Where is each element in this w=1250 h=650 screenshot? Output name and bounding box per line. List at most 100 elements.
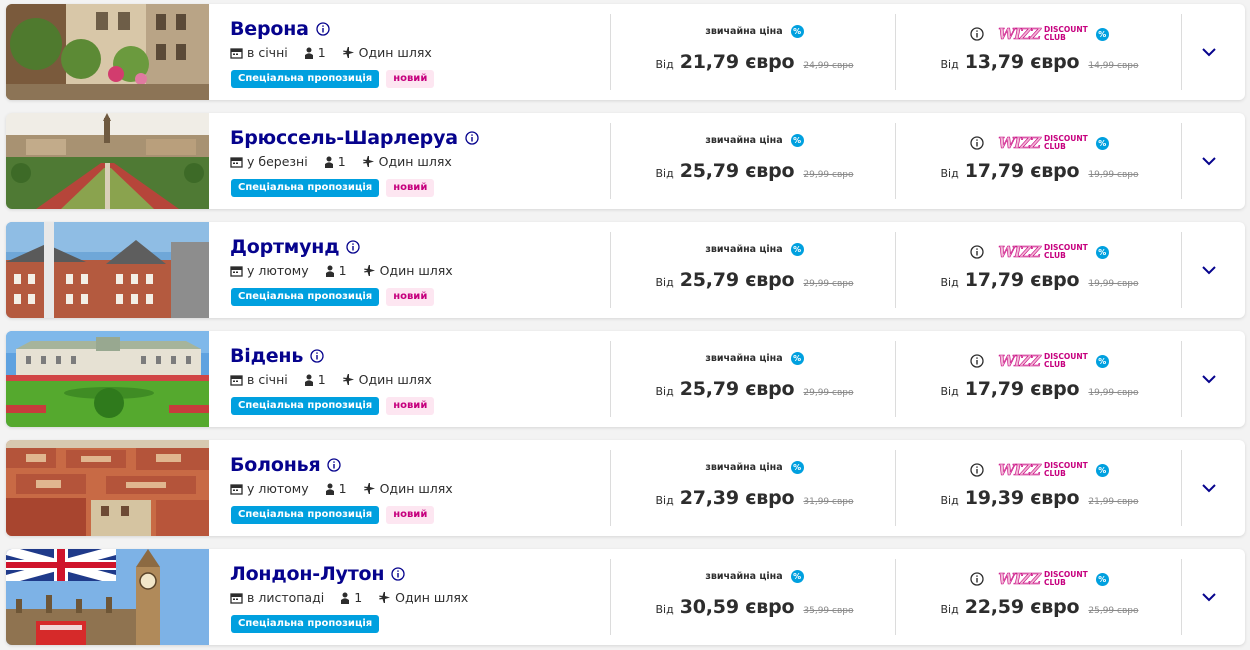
from-label: Від bbox=[655, 58, 674, 71]
offer-card[interactable]: Брюссель-Шарлеруа у березні 1 Один шлях … bbox=[6, 113, 1245, 209]
percent-icon: % bbox=[790, 461, 804, 474]
calendar-icon bbox=[230, 265, 243, 277]
info-icon[interactable] bbox=[970, 245, 984, 259]
regular-price: 25,79 євро bbox=[679, 160, 795, 182]
plane-icon bbox=[379, 592, 391, 603]
divider bbox=[1181, 14, 1182, 90]
trip-type: Один шлях bbox=[379, 263, 453, 278]
city-name[interactable]: Відень bbox=[230, 345, 304, 367]
divider bbox=[610, 559, 611, 635]
club-old-price: 19,99 євро bbox=[1088, 170, 1139, 180]
passenger-count: 1 bbox=[338, 481, 347, 496]
offer-info: Відень в січні 1 Один шлях Спеціальна пр… bbox=[230, 331, 600, 427]
special-offer-badge: Спеціальна пропозиція bbox=[231, 615, 380, 633]
regular-price-column[interactable]: звичайна ціна% Від 30,59 євро 35,99 євро bbox=[613, 549, 896, 645]
passenger-count: 1 bbox=[317, 372, 326, 387]
club-price: 19,39 євро bbox=[964, 487, 1080, 509]
regular-old-price: 29,99 євро bbox=[803, 170, 854, 180]
divider bbox=[610, 232, 611, 308]
chevron-down-icon[interactable] bbox=[1199, 260, 1219, 280]
club-old-price: 19,99 євро bbox=[1088, 388, 1139, 398]
city-name[interactable]: Верона bbox=[230, 18, 309, 40]
info-icon[interactable] bbox=[310, 349, 324, 363]
divider bbox=[1181, 341, 1182, 417]
percent-icon: % bbox=[790, 243, 804, 256]
regular-old-price: 29,99 євро bbox=[803, 279, 854, 289]
info-icon[interactable] bbox=[391, 567, 405, 581]
regular-old-price: 31,99 євро bbox=[803, 497, 854, 507]
regular-price-label: звичайна ціна bbox=[705, 353, 783, 364]
regular-price-column[interactable]: звичайна ціна% Від 27,39 євро 31,99 євро bbox=[613, 440, 896, 536]
passenger-count: 1 bbox=[338, 263, 347, 278]
city-name[interactable]: Брюссель-Шарлеруа bbox=[230, 127, 458, 149]
club-price-column[interactable]: WIZZ DISCOUNT CLUB % Від 22,59 євро 25,99 єв… bbox=[898, 549, 1181, 645]
regular-price-column[interactable]: звичайна ціна% Від 21,79 євро 24,99 євро bbox=[613, 4, 896, 100]
destination-photo bbox=[6, 222, 209, 318]
divider bbox=[610, 123, 611, 199]
new-badge: новий bbox=[386, 179, 435, 197]
percent-icon: % bbox=[1095, 27, 1109, 41]
regular-price-label: звичайна ціна bbox=[705, 135, 783, 146]
chevron-down-icon[interactable] bbox=[1199, 369, 1219, 389]
info-icon[interactable] bbox=[465, 131, 479, 145]
from-label: Від bbox=[940, 167, 959, 180]
city-name[interactable]: Болонья bbox=[230, 454, 321, 476]
calendar-icon bbox=[230, 156, 243, 168]
destination-photo bbox=[6, 331, 209, 427]
divider bbox=[1181, 232, 1182, 308]
from-label: Від bbox=[655, 385, 674, 398]
from-label: Від bbox=[655, 494, 674, 507]
chevron-down-icon[interactable] bbox=[1199, 478, 1219, 498]
divider bbox=[1181, 450, 1182, 526]
chevron-down-icon[interactable] bbox=[1199, 151, 1219, 171]
club-price-column[interactable]: WIZZ DISCOUNT CLUB % Від 19,39 євро 21,99 єв… bbox=[898, 440, 1181, 536]
offer-info: Брюссель-Шарлеруа у березні 1 Один шлях … bbox=[230, 113, 600, 209]
info-icon[interactable] bbox=[970, 27, 984, 41]
info-icon[interactable] bbox=[327, 458, 342, 472]
offer-card[interactable]: Дортмунд у лютому 1 Один шлях Спеціальна… bbox=[6, 222, 1245, 318]
divider bbox=[895, 232, 896, 308]
club-price-column[interactable]: WIZZ DISCOUNT CLUB % Від 17,79 євро 19,99 єв… bbox=[898, 331, 1181, 427]
special-offer-badge: Спеціальна пропозиція bbox=[231, 397, 380, 415]
chevron-down-icon[interactable] bbox=[1199, 42, 1219, 62]
info-icon[interactable] bbox=[970, 463, 984, 477]
regular-price-column[interactable]: звичайна ціна% Від 25,79 євро 29,99 євро bbox=[613, 222, 896, 318]
offer-card[interactable]: Лондон-Лутон в листопаді 1 Один шлях Спе… bbox=[6, 549, 1245, 645]
destination-photo bbox=[6, 4, 209, 100]
info-icon[interactable] bbox=[346, 240, 361, 254]
new-badge: новий bbox=[386, 70, 435, 88]
travel-month: в листопаді bbox=[247, 590, 325, 605]
regular-price: 27,39 євро bbox=[679, 487, 795, 509]
plane-icon bbox=[363, 483, 375, 494]
info-icon[interactable] bbox=[970, 354, 984, 368]
plane-icon bbox=[342, 47, 354, 58]
regular-price-column[interactable]: звичайна ціна% Від 25,79 євро 29,99 євро bbox=[613, 113, 896, 209]
offer-card[interactable]: Верона в січні 1 Один шлях Спеціальна пр… bbox=[6, 4, 1245, 100]
from-label: Від bbox=[940, 276, 959, 289]
city-name[interactable]: Дортмунд bbox=[230, 236, 340, 258]
percent-icon: % bbox=[790, 352, 804, 365]
divider bbox=[610, 450, 611, 526]
city-name[interactable]: Лондон-Лутон bbox=[230, 563, 385, 585]
trip-type: Один шлях bbox=[358, 45, 432, 60]
plane-icon bbox=[362, 156, 374, 167]
trip-type: Один шлях bbox=[358, 372, 432, 387]
offer-card[interactable]: Відень в січні 1 Один шлях Спеціальна пр… bbox=[6, 331, 1245, 427]
from-label: Від bbox=[655, 603, 674, 616]
offer-card[interactable]: Болонья у лютому 1 Один шлях Спеціальна … bbox=[6, 440, 1245, 536]
percent-icon: % bbox=[1095, 245, 1109, 259]
passenger-icon bbox=[304, 47, 313, 59]
info-icon[interactable] bbox=[970, 136, 984, 150]
passenger-count: 1 bbox=[317, 45, 326, 60]
club-price-column[interactable]: WIZZ DISCOUNT CLUB % Від 17,79 євро 19,99 єв… bbox=[898, 113, 1181, 209]
regular-price-column[interactable]: звичайна ціна% Від 25,79 євро 29,99 євро bbox=[613, 331, 896, 427]
chevron-down-icon[interactable] bbox=[1199, 587, 1219, 607]
club-price-column[interactable]: WIZZ DISCOUNT CLUB % Від 17,79 євро 19,99 єв… bbox=[898, 222, 1181, 318]
passenger-icon bbox=[325, 483, 334, 495]
plane-icon bbox=[342, 374, 354, 385]
club-price-column[interactable]: WIZZ DISCOUNT CLUB % Від 13,79 євро 14,99 єв… bbox=[898, 4, 1181, 100]
percent-icon: % bbox=[1095, 354, 1109, 368]
info-icon[interactable] bbox=[970, 572, 984, 586]
info-icon[interactable] bbox=[316, 22, 330, 36]
